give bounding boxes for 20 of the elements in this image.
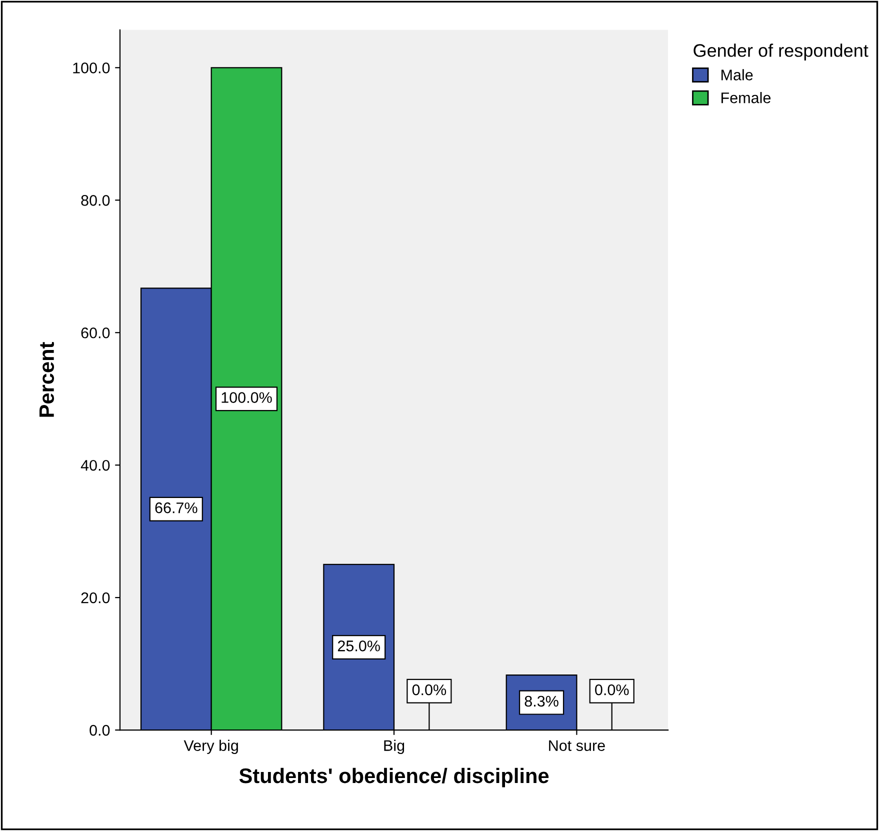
y-tick-label: 0.0 [90,724,110,736]
data-label: 8.3% [524,696,558,707]
data-label: 100.0% [222,392,272,403]
legend-title: Gender of respondent [694,44,868,60]
y-tick-label: 80.0 [81,195,110,206]
x-axis-title: Students' obedience/ discipline [239,768,549,788]
legend-label: Male [722,69,753,80]
y-tick-label: 60.0 [81,327,110,338]
y-tick-label: 100.0 [73,62,110,74]
data-label: 66.7% [155,502,198,514]
data-label: 0.0% [595,684,629,696]
y-tick-label: 20.0 [81,592,110,604]
x-tick-label: Big [384,740,404,754]
x-tick-label: Not sure [549,740,605,751]
x-tick-label: Very big [184,740,238,754]
data-label: 0.0% [412,684,446,696]
y-tick-label: 40.0 [80,460,110,471]
legend-label: Female [722,92,771,104]
y-axis-title: Percent [39,342,54,417]
data-label: 25.0% [338,640,380,652]
